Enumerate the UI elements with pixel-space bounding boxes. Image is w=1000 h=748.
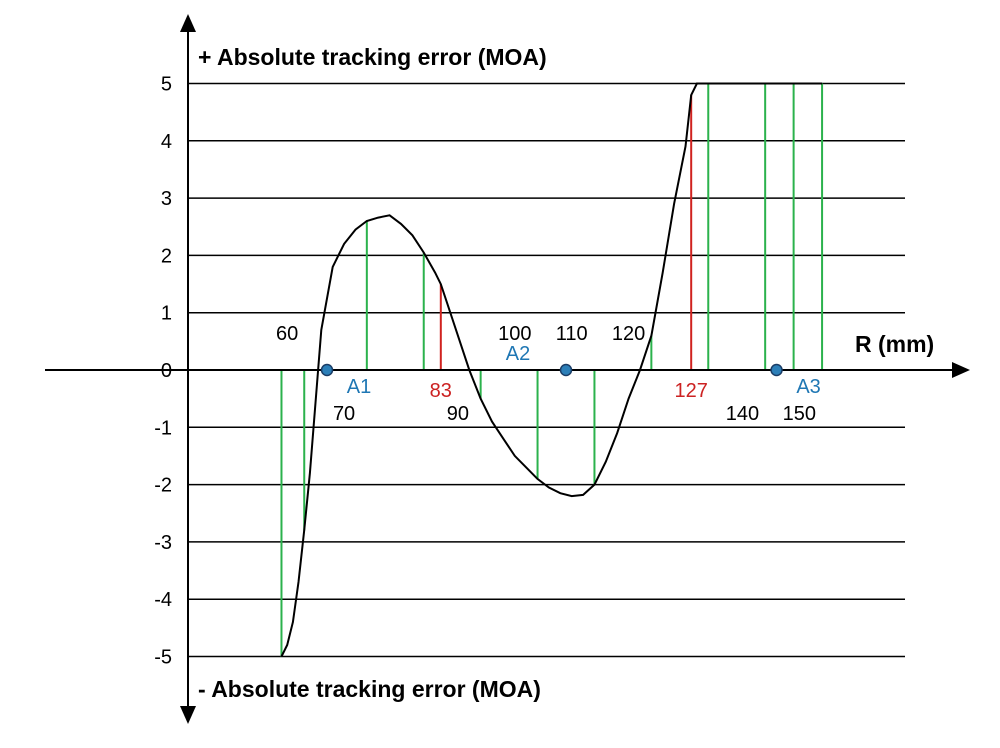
zero-crossing-marker [559,363,573,377]
x-tick-label: 120 [612,323,645,345]
y-axis-down-arrow-icon [180,706,196,724]
y-tick-label: -2 [154,475,172,497]
y-tick-label: 5 [161,74,172,96]
y-tick-label: -5 [154,647,172,669]
zero-crossing-label: A2 [506,343,530,365]
y-tick-label: -1 [154,417,172,439]
y-tick-labels: 5 4 3 2 1 0 -1 -2 -3 -4 -5 [154,74,172,669]
y-tick-label: 2 [161,245,172,267]
x-tick-label: 100 [498,323,531,345]
green-drop-lines [280,83,824,657]
x-tick-labels: 60 70 90 100 110 120 140 150 [276,323,816,425]
x-tick-label: 70 [333,403,355,425]
x-tick-label: 60 [276,323,298,345]
red-drop-lines [439,94,693,370]
chart-title-top: + Absolute tracking error (MOA) [198,44,547,70]
x-axis-arrow-icon [952,362,970,378]
x-tick-label: 90 [447,403,469,425]
zero-crossing-marker [320,363,334,377]
y-tick-label: -3 [154,532,172,554]
x-tick-label: 110 [556,323,588,345]
y-tick-label: 3 [161,188,172,210]
x-tick-label: 150 [783,403,816,425]
x-tick-label: 140 [726,403,759,425]
zero-crossing-markers: A1 A2 A3 [320,343,821,398]
axes [45,14,970,724]
zero-crossing-label: A3 [796,376,820,398]
special-x-label: 83 [430,380,452,402]
zero-crossing-marker [770,363,783,377]
chart-title-bottom: - Absolute tracking error (MOA) [198,676,541,702]
y-tick-label: 4 [161,131,172,153]
x-axis-label: R (mm) [855,331,934,357]
tracking-error-curve [280,82,823,657]
y-tick-label: 1 [161,303,172,325]
zero-crossing-label: A1 [347,376,371,398]
special-x-label: 127 [675,380,708,402]
special-labels: 83 127 [430,380,708,402]
y-tick-label: 0 [161,360,172,382]
y-tick-label: -4 [154,589,172,611]
y-axis-up-arrow-icon [180,14,196,32]
